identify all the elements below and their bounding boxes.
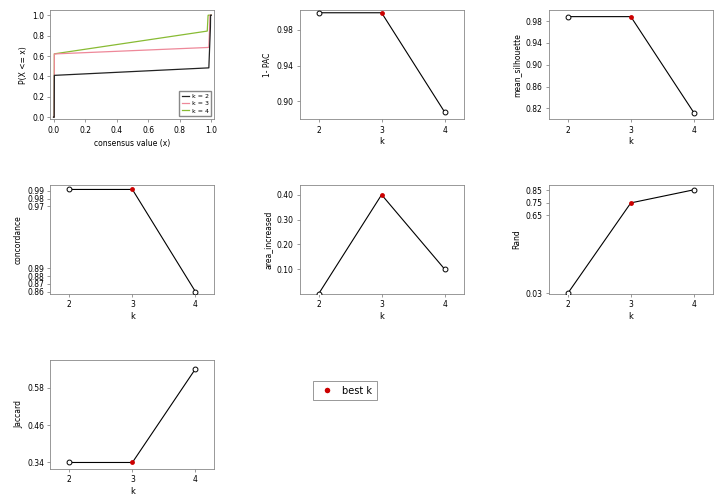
Y-axis label: concordance: concordance <box>14 215 23 264</box>
Y-axis label: mean_silhouette: mean_silhouette <box>513 33 521 97</box>
Legend: best k: best k <box>312 381 377 401</box>
Y-axis label: Jaccard: Jaccard <box>14 400 23 428</box>
Y-axis label: P(X <= x): P(X <= x) <box>19 46 28 84</box>
X-axis label: k: k <box>629 137 634 146</box>
X-axis label: k: k <box>379 137 384 146</box>
X-axis label: k: k <box>130 312 135 321</box>
X-axis label: k: k <box>629 312 634 321</box>
Legend: k = 2, k = 3, k = 4: k = 2, k = 3, k = 4 <box>179 91 211 116</box>
X-axis label: k: k <box>130 487 135 496</box>
X-axis label: consensus value (x): consensus value (x) <box>94 139 171 148</box>
Y-axis label: Rand: Rand <box>513 229 521 249</box>
Y-axis label: area_increased: area_increased <box>264 210 272 269</box>
X-axis label: k: k <box>379 312 384 321</box>
Y-axis label: 1- PAC: 1- PAC <box>264 52 272 77</box>
